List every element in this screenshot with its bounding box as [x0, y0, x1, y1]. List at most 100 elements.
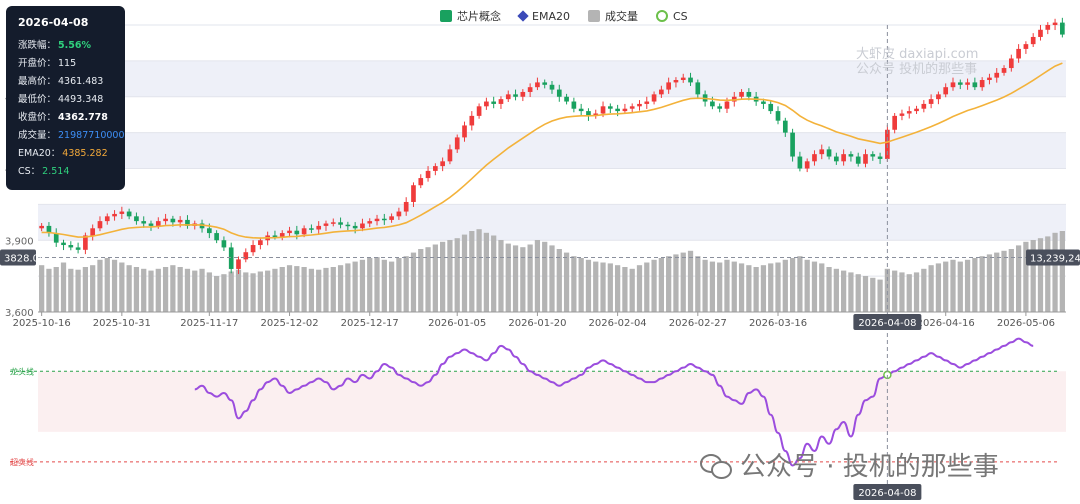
- candle-body: [155, 221, 161, 226]
- volume-bar: [184, 268, 191, 312]
- crosshair-price-label: 3828.00: [4, 253, 45, 264]
- volume-bar: [804, 259, 810, 312]
- volume-bar: [126, 265, 132, 312]
- volume-bar: [53, 267, 59, 312]
- candle-body: [403, 201, 409, 212]
- tooltip-row-label: 涨跌幅：: [18, 40, 57, 51]
- band: [38, 204, 1066, 241]
- volume-bar: [316, 269, 322, 312]
- legend-ema[interactable]: EMA20: [517, 9, 570, 23]
- crosshair: 3828.00 13,239,247 2026-04-08 2026-04-08: [0, 25, 1080, 500]
- legend-chip[interactable]: 芯片概念: [440, 8, 501, 24]
- volume-bar: [374, 257, 380, 312]
- volume-bar: [848, 272, 854, 312]
- volume-bar: [1059, 231, 1065, 312]
- candle-body: [243, 252, 249, 260]
- candle-body: [177, 219, 183, 223]
- candle-body: [943, 87, 949, 95]
- legend-volume[interactable]: 成交量: [587, 8, 638, 24]
- volume-bar: [410, 252, 417, 312]
- legend-cs-label: CS: [672, 9, 688, 23]
- candle-body: [761, 101, 766, 104]
- candle-body: [418, 178, 424, 186]
- volume-bar: [272, 268, 278, 312]
- tooltip-rows: 涨跌幅： 5.56% 开盘价： 115 最高价： 4361.483 最低价： 4493.348…: [18, 37, 125, 181]
- tooltip-row-label: EMA20：: [18, 148, 61, 159]
- volume-bar: [1045, 236, 1051, 312]
- volume-bar: [148, 270, 154, 312]
- candle-body: [957, 82, 963, 85]
- candle-body: [484, 101, 489, 107]
- candle-body: [1060, 22, 1065, 35]
- candle-body: [899, 113, 905, 116]
- candle-body: [1038, 29, 1043, 37]
- volume-bar: [680, 252, 686, 312]
- candle-body: [236, 259, 241, 269]
- volume-bar: [221, 274, 227, 312]
- candle-body: [593, 113, 599, 116]
- candle-body: [185, 219, 190, 226]
- volume-bar: [381, 259, 387, 312]
- candle-body: [46, 225, 52, 234]
- candle-body: [651, 94, 657, 102]
- volume-bar: [666, 256, 672, 312]
- candle-body: [134, 216, 139, 222]
- candle-body: [848, 154, 854, 157]
- candle-body: [323, 223, 329, 226]
- volume-bar: [1052, 232, 1058, 312]
- candle-body: [53, 233, 59, 243]
- candle-body: [622, 108, 628, 112]
- tooltip-row: 最高价： 4361.483: [18, 73, 113, 91]
- volume-bar: [330, 267, 336, 312]
- candle-body: [352, 225, 358, 229]
- volume-bar: [323, 267, 329, 312]
- candle-body: [556, 89, 562, 97]
- candle-body: [1052, 22, 1058, 25]
- tooltip-row-label: 开盘价：: [18, 58, 57, 69]
- volume-bar: [695, 256, 701, 312]
- candle-body: [877, 156, 883, 159]
- candle-body: [170, 218, 176, 223]
- candle-body: [615, 108, 620, 112]
- volume-bar: [957, 261, 963, 312]
- candle-body: [892, 115, 897, 130]
- tooltip-row: 最低价： 4493.348: [18, 91, 113, 109]
- volume-bar: [119, 262, 125, 312]
- y-tick-label: 3,600: [5, 308, 34, 319]
- watermark-bottom: 公众号 · 投机的那些事: [700, 446, 999, 483]
- volume-bar: [192, 270, 198, 312]
- volume-bar: [622, 267, 628, 312]
- candle-body: [498, 99, 504, 104]
- volume-bar: [673, 254, 679, 312]
- oversold-label: 超卖线: [10, 457, 34, 467]
- watermark-line2: 公众号 投机的那些事: [856, 62, 978, 77]
- volume-bar: [542, 241, 548, 312]
- tooltip-row: EMA20： 4385.282: [18, 145, 113, 163]
- legend-cs[interactable]: CS: [655, 9, 688, 23]
- volume-bar: [527, 244, 533, 312]
- volume-bar: [644, 262, 650, 312]
- candle-body: [316, 225, 322, 230]
- x-tick-label: 2026-01-20: [508, 318, 566, 329]
- volume-bar: [724, 259, 730, 312]
- volume-bar: [279, 267, 285, 312]
- tooltip-row-value: 4385.282: [62, 148, 108, 159]
- volume-bar: [440, 241, 446, 312]
- candle-body: [775, 111, 781, 121]
- candle-body: [666, 82, 671, 90]
- candle-body: [345, 224, 351, 227]
- legend-ema-label: EMA20: [532, 9, 570, 23]
- volume-bar: [906, 274, 912, 312]
- legend-volume-swatch: [587, 10, 600, 22]
- volume-bar: [760, 265, 767, 312]
- volume-bar: [345, 263, 351, 312]
- volume-bar: [469, 231, 475, 312]
- volume-bar: [593, 261, 599, 312]
- legend-chip-label: 芯片概念: [457, 10, 501, 23]
- volume-bar: [104, 258, 110, 312]
- crosshair-cs-date-label-box: [853, 484, 922, 500]
- volume-bar: [476, 229, 482, 312]
- volume-bar: [111, 259, 118, 312]
- candle-body: [1023, 44, 1029, 49]
- volume-bar: [39, 265, 45, 312]
